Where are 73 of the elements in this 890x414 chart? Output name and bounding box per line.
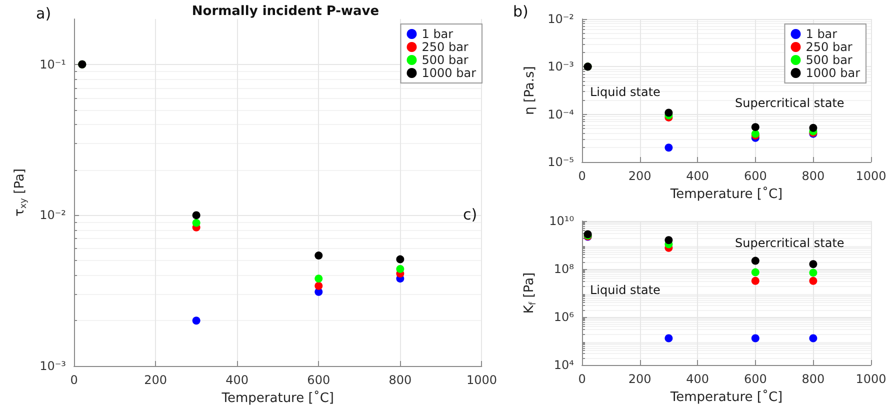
x-tick-label: 200: [628, 169, 652, 183]
x-tick-label: 0: [578, 169, 586, 183]
y-tick-label: 10⁻³: [40, 359, 66, 373]
y-tick-label: 10⁴: [554, 358, 574, 372]
point: [664, 108, 673, 117]
point: [396, 255, 404, 264]
annotation: Liquid state: [590, 85, 660, 99]
x-axis-title: Temperature [˚C]: [220, 390, 334, 406]
legend-label: 1 bar: [806, 27, 838, 41]
y-tick-label: 10⁻¹: [40, 57, 66, 72]
chart-title: Normally incident P-wave: [192, 4, 380, 19]
y-tick-label: 10⁻⁵: [548, 155, 574, 169]
x-tick-label: 0: [70, 373, 78, 387]
point: [664, 144, 673, 152]
y-tick-label: 10⁻²: [40, 208, 66, 222]
y-tick-label: 10¹⁰: [549, 214, 574, 228]
point: [664, 334, 673, 342]
annotation: c): [463, 206, 478, 224]
legend-label: 500 bar: [422, 53, 468, 67]
legend-label: 500 bar: [806, 53, 852, 67]
point: [809, 268, 818, 277]
point: [314, 282, 323, 290]
x-tick-label: 600: [307, 373, 330, 387]
text: b): [513, 2, 528, 20]
point: [314, 252, 323, 260]
x-tick-label: 400: [226, 373, 249, 387]
text: a): [36, 4, 52, 22]
point: [751, 256, 760, 265]
y-axis-title: τxy [Pa]: [12, 168, 30, 216]
x-tick-label: 200: [144, 373, 167, 387]
x-tick-label: 1000: [856, 372, 886, 386]
y-tick-label: 10⁶: [554, 310, 574, 324]
y-tick-label: 10⁸: [554, 262, 574, 276]
point: [809, 124, 818, 132]
legend-label: 1 bar: [422, 27, 454, 41]
point: [396, 264, 404, 273]
annotation: Supercritical state: [735, 96, 844, 110]
point: [751, 268, 760, 276]
point: [751, 334, 760, 342]
x-tick-label: 1000: [856, 169, 886, 183]
point: [664, 236, 673, 244]
y-tick-label: 10⁻²: [548, 12, 574, 26]
legend-label: 250 bar: [422, 40, 468, 54]
x-tick-label: 200: [628, 372, 652, 386]
x-tick-label: 600: [744, 169, 767, 183]
x-tick-label: 800: [388, 373, 412, 387]
x-tick-label: 1000: [466, 373, 498, 387]
point: [192, 316, 200, 325]
x-axis-title: Temperature [˚C]: [669, 186, 783, 202]
point: [809, 276, 818, 285]
annotation: Supercritical state: [735, 236, 844, 250]
y-axis-title: η [Pa.s]: [522, 66, 538, 115]
x-tick-label: 400: [686, 169, 710, 183]
point: [809, 334, 818, 342]
point: [751, 123, 760, 132]
legend-label: 1000 bar: [422, 66, 476, 80]
x-tick-label: 800: [802, 372, 825, 386]
x-tick-label: 800: [802, 169, 825, 183]
point: [314, 274, 323, 283]
point: [192, 211, 200, 220]
point: [809, 260, 818, 268]
x-tick-label: 400: [686, 372, 710, 386]
x-tick-label: 0: [578, 372, 586, 386]
x-tick-label: 600: [744, 372, 767, 386]
annotation: Liquid state: [590, 283, 660, 297]
legend-label: 1000 bar: [806, 66, 860, 80]
legend-label: 250 bar: [806, 40, 852, 54]
y-axis-title: Kf [Pa]: [522, 272, 539, 314]
y-tick-label: 10⁻³: [548, 60, 574, 74]
x-axis-title: Temperature [˚C]: [669, 389, 783, 405]
y-tick-label: 10⁻⁴: [548, 107, 574, 122]
point: [192, 218, 200, 227]
point: [751, 276, 760, 285]
